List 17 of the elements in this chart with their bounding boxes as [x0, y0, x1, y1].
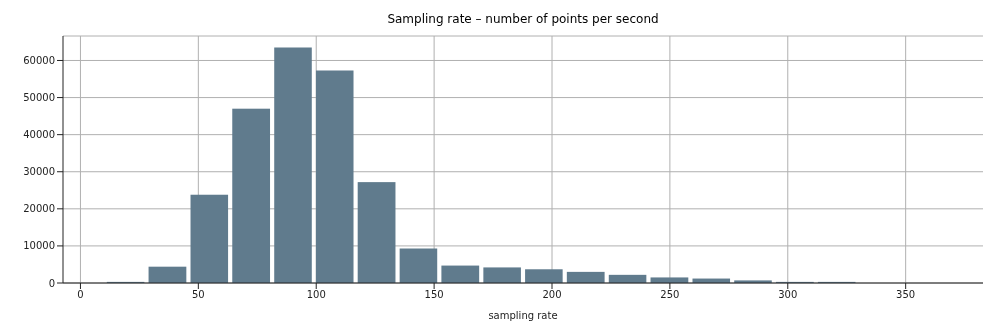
x-tick-label: 250: [660, 289, 680, 301]
x-axis-title: sampling rate: [488, 310, 558, 321]
x-tick-label: 200: [542, 289, 562, 301]
x-tick-label: 300: [778, 289, 798, 301]
y-tick-label: 60000: [23, 55, 55, 67]
y-tick-label: 0: [48, 277, 55, 289]
x-tick-label: 50: [191, 289, 205, 301]
x-tick-label: 150: [424, 289, 444, 301]
x-tick-label: 100: [306, 289, 326, 301]
y-tick-label: 10000: [23, 240, 55, 252]
y-tick-label: 50000: [23, 92, 55, 104]
y-tick-label: 40000: [23, 129, 55, 141]
y-tick-label: 30000: [23, 166, 55, 178]
chart-title: Sampling rate – number of points per second: [386, 12, 660, 26]
x-tick-label: 350: [896, 289, 916, 301]
y-tick-label: 20000: [23, 203, 55, 215]
x-tick-label: 0: [77, 289, 84, 301]
